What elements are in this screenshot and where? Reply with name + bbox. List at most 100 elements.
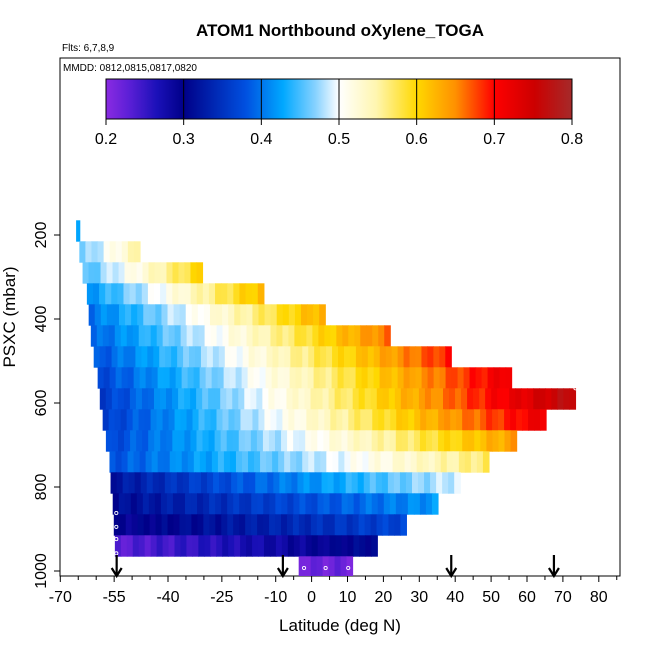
heatmap-cell — [270, 325, 278, 347]
heatmap-cell — [99, 346, 107, 368]
heatmap-cell — [422, 451, 430, 473]
heatmap-cell — [146, 472, 154, 494]
heatmap-cell — [148, 430, 155, 452]
heatmap-cell — [282, 304, 290, 326]
heatmap-cell — [350, 451, 358, 473]
heatmap-cell — [376, 388, 384, 410]
heatmap-cell — [141, 388, 149, 410]
heatmap-cell — [207, 472, 214, 494]
heatmap-cell — [118, 493, 126, 515]
heatmap-cell — [557, 388, 565, 410]
heatmap-cell — [160, 388, 167, 410]
heatmap-cell — [264, 325, 272, 347]
heatmap-cell — [474, 409, 481, 431]
heatmap-cell — [312, 325, 319, 347]
heatmap-cell — [127, 451, 135, 473]
heatmap-cell — [300, 325, 307, 347]
heatmap-cell — [504, 430, 512, 452]
heatmap-cell — [167, 304, 175, 326]
heatmap-cell — [505, 367, 513, 389]
heatmap-cell — [450, 409, 457, 431]
heatmap-cell — [394, 514, 401, 536]
heatmap-cell — [164, 472, 172, 494]
heatmap-cell — [347, 493, 355, 515]
heatmap-cell — [228, 409, 236, 431]
heatmap-cell — [178, 283, 186, 305]
heatmap-cell — [276, 304, 284, 326]
heatmap-cell — [220, 430, 228, 452]
heatmap-cell — [133, 367, 141, 389]
heatmap-cell — [222, 304, 229, 326]
heatmap-cell — [129, 388, 137, 410]
heatmap-cell — [109, 367, 117, 389]
heatmap-cell — [144, 325, 152, 347]
heatmap-cell — [346, 388, 354, 410]
heatmap-cell — [114, 409, 122, 431]
heatmap-cell — [166, 283, 173, 305]
data-band — [86, 283, 265, 305]
heatmap-cell — [365, 430, 373, 452]
heatmap-cell — [144, 535, 152, 557]
data-band — [88, 304, 326, 326]
heatmap-cell — [245, 283, 253, 305]
heatmap-cell — [262, 430, 270, 452]
heatmap-cell — [197, 304, 205, 326]
heatmap-cell — [94, 262, 102, 284]
heatmap-cell — [105, 346, 113, 368]
heatmap-cell — [121, 367, 129, 389]
heatmap-cell — [135, 388, 143, 410]
heatmap-cell — [388, 514, 396, 536]
heatmap-cell — [121, 241, 129, 263]
heatmap-cell — [105, 283, 112, 305]
heatmap-cell — [449, 388, 456, 410]
heatmap-cell — [217, 367, 225, 389]
heatmap-cell — [210, 409, 218, 431]
heatmap-cell — [410, 451, 418, 473]
heatmap-cell — [240, 304, 247, 326]
heatmap-cell — [473, 388, 480, 410]
dates-label: MMDD: 0812,0815,0817,0820 — [63, 63, 197, 74]
heatmap-cell — [368, 451, 376, 473]
heatmap-cell — [190, 430, 198, 452]
heatmap-cell — [179, 304, 187, 326]
heatmap-cell — [112, 262, 120, 284]
heatmap-cell — [263, 493, 270, 515]
heatmap-cell — [383, 430, 391, 452]
x-tick-label: 50 — [482, 589, 500, 606]
y-tick-label: 800 — [33, 474, 50, 501]
heatmap-cell — [261, 472, 268, 494]
heatmap-cell — [215, 283, 222, 305]
heatmap-cell — [516, 409, 523, 431]
heatmap-cell — [108, 325, 116, 347]
heatmap-cell — [354, 325, 361, 347]
heatmap-cell — [360, 409, 367, 431]
heatmap-cell — [184, 262, 192, 284]
heatmap-cell — [142, 430, 149, 452]
heatmap-cell — [427, 346, 434, 368]
heatmap-cell — [123, 283, 131, 305]
heatmap-cell — [378, 409, 385, 431]
heatmap-cell — [168, 409, 176, 431]
heatmap-cell — [172, 388, 179, 410]
heatmap-cell — [235, 367, 243, 389]
heatmap-cell — [356, 451, 364, 473]
colorbar-tick-label: 0.2 — [95, 131, 117, 148]
heatmap-cell — [293, 493, 301, 515]
heatmap-cell — [455, 388, 462, 410]
heatmap-cell — [475, 367, 483, 389]
heatmap-cell — [117, 346, 125, 368]
heatmap-cell — [208, 283, 216, 305]
heatmap-cell — [481, 367, 489, 389]
heatmap-cell — [358, 388, 366, 410]
heatmap-cell — [382, 388, 390, 410]
heatmap-cell — [342, 325, 349, 347]
heatmap-cell — [366, 325, 373, 347]
heatmap-cell — [420, 409, 427, 431]
heatmap-cell — [281, 430, 288, 452]
heatmap-cell — [361, 346, 369, 368]
heatmap-cell — [123, 346, 131, 368]
heatmap-cell — [424, 388, 432, 410]
heatmap-cell — [364, 514, 372, 536]
heatmap-cell — [388, 388, 396, 410]
heatmap-cell — [352, 388, 360, 410]
